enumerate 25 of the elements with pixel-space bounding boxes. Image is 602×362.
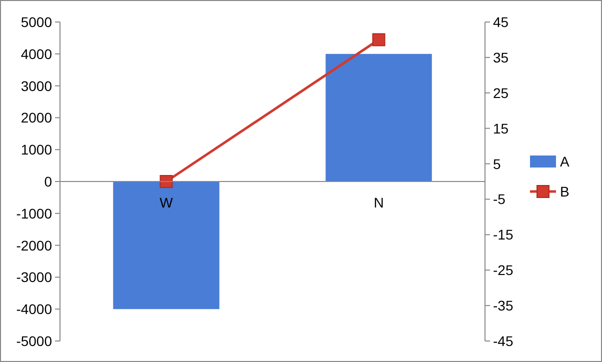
y2-tick-label: -5 [493, 191, 506, 208]
y2-tick-label: 45 [493, 14, 509, 30]
y2-tick-label: 15 [493, 120, 509, 136]
y-tick-label: -4000 [16, 301, 52, 318]
y2-tick-label: -35 [493, 298, 514, 314]
y-tick-label: -3000 [16, 269, 52, 286]
legend-label: A [560, 154, 570, 170]
y2-tick-label: -45 [493, 333, 514, 349]
y-tick-label: 0 [44, 174, 52, 190]
y-tick-label: 5000 [20, 14, 52, 30]
y2-tick-label: -25 [493, 262, 514, 278]
y2-tick-label: 5 [493, 156, 501, 172]
x-tick-label: W [160, 194, 174, 210]
legend-label: B [560, 184, 570, 200]
y2-tick-label: -15 [493, 226, 514, 243]
y2-tick-label: 35 [493, 49, 509, 66]
y-tick-label: -5000 [16, 333, 52, 349]
x-tick-label: N [374, 194, 384, 210]
y2-tick-label: 25 [493, 84, 509, 101]
y-tick-label: 4000 [20, 46, 52, 62]
y-tick-label: 1000 [20, 142, 52, 158]
y-tick-label: -1000 [16, 205, 52, 222]
y-tick-label: 2000 [20, 110, 52, 126]
y-tick-label: -2000 [16, 237, 52, 254]
y-tick-label: 3000 [20, 78, 52, 94]
